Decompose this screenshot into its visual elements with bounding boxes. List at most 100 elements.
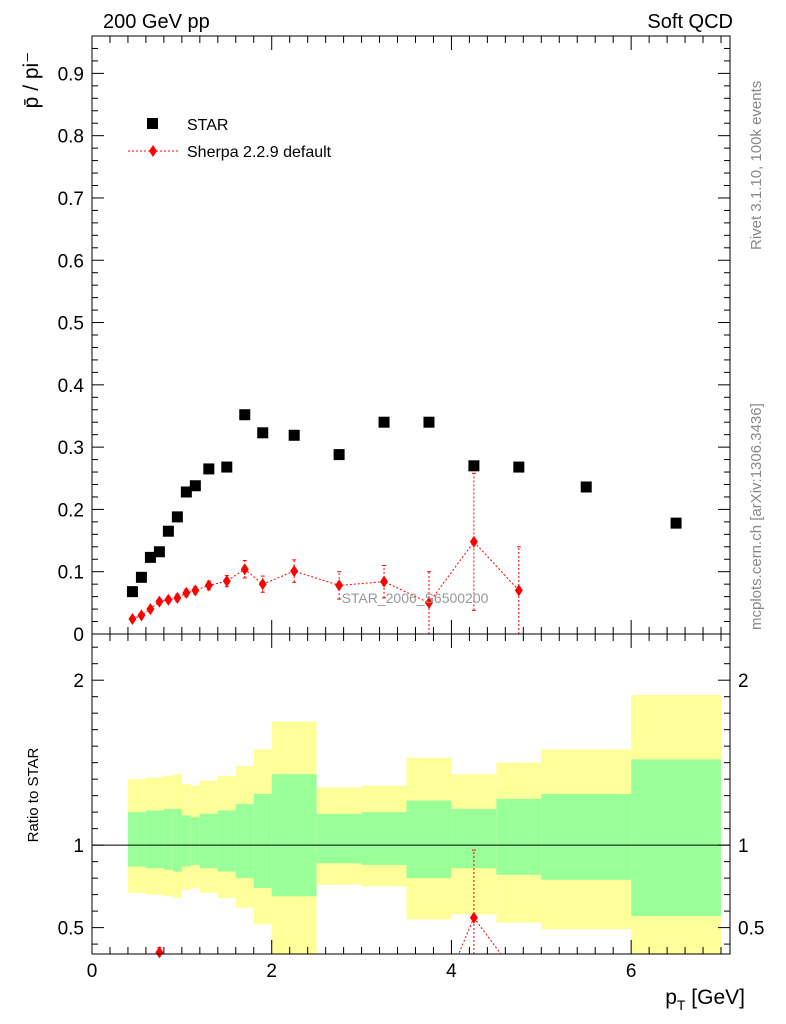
watermark: STAR_2006_S6500200 — [342, 590, 489, 606]
sherpa-point — [380, 575, 389, 588]
star-point — [135, 571, 147, 583]
ratio-ytick-label-right: 2 — [738, 671, 749, 692]
ratio-ytick-label: 2 — [73, 671, 84, 692]
ratio-xtick-label: 0 — [87, 961, 98, 982]
ratio-ytick-label-right: 0.5 — [738, 919, 764, 940]
sherpa-point — [173, 591, 182, 604]
star-point — [180, 486, 192, 498]
sherpa-point — [164, 593, 173, 606]
ratio-y-axis-label: Ratio to STAR — [25, 747, 42, 842]
main-ytick-label: 0.9 — [58, 64, 84, 85]
sherpa-point — [128, 613, 137, 626]
legend-star-label: STAR — [187, 117, 228, 134]
main-y-axis-label: p̄ / pi⁻ — [20, 52, 43, 109]
x-axis-label: pT [GeV] — [665, 986, 745, 1013]
mcplots-label: mcplots.cern.ch [arXiv:1306.3436] — [748, 403, 765, 630]
main-ytick-label: 0 — [73, 625, 84, 646]
ratio-band-green — [163, 808, 173, 870]
ratio-band-green — [127, 812, 137, 867]
main-data-points — [126, 409, 682, 634]
ratio-band-green — [154, 810, 164, 869]
ratio-xtick-label: 2 — [266, 961, 277, 982]
sherpa-point — [240, 563, 249, 576]
main-ytick-label: 0.2 — [58, 500, 84, 521]
star-point — [171, 511, 183, 523]
main-ytick-label: 0.7 — [58, 189, 84, 210]
ratio-axis-ticks: 0.5 0.5 1 1 2 2 0 2 4 6 — [58, 634, 764, 982]
ratio-band-green — [496, 798, 542, 875]
ratio-band-green — [631, 759, 722, 917]
ratio-band-green — [181, 815, 191, 867]
ratio-ytick-label-right: 1 — [738, 836, 749, 857]
ratio-point — [155, 946, 164, 959]
sherpa-point — [335, 579, 344, 592]
ratio-band-green — [316, 813, 362, 864]
sherpa-point — [137, 609, 146, 622]
star-point — [203, 463, 215, 475]
ratio-band-green — [217, 810, 236, 872]
star-point — [144, 551, 156, 563]
ratio-uncertainty-bands — [127, 695, 722, 954]
sherpa-point — [191, 584, 200, 597]
sherpa-point — [204, 579, 213, 592]
main-axis-ticks: 0 0.1 0.2 0.3 0.4 0.5 0.6 0.7 0.8 0.9 — [58, 36, 730, 646]
ratio-band-green — [253, 794, 272, 889]
star-point — [257, 427, 269, 439]
ratio-band-green — [136, 812, 146, 867]
ratio-plot-frame — [91, 633, 731, 955]
legend-sherpa-label: Sherpa 2.2.9 default — [187, 144, 332, 161]
sherpa-point — [258, 578, 267, 591]
main-ytick-label: 0.5 — [58, 314, 84, 335]
ratio-data-points — [155, 849, 502, 959]
star-point — [189, 480, 201, 492]
ratio-xtick-label: 4 — [446, 961, 457, 982]
ratio-band-green — [271, 774, 317, 897]
main-plot: STAR_2006_S6500200 0 0.1 0.2 0.3 0.4 0.5 0.6 0.… — [20, 35, 731, 646]
star-point — [126, 586, 138, 598]
ratio-line-left — [458, 917, 475, 955]
ratio-point — [469, 911, 478, 924]
star-point — [153, 546, 165, 558]
sherpa-point — [514, 584, 523, 597]
rivet-label: Rivet 3.1.10, 100k events — [748, 81, 765, 250]
star-point — [670, 517, 682, 529]
ratio-band-green — [235, 803, 254, 879]
sherpa-point — [424, 596, 433, 609]
star-point — [580, 481, 592, 493]
star-point — [378, 416, 390, 428]
star-point — [513, 461, 525, 473]
star-point — [288, 429, 300, 441]
legend-sherpa-marker — [149, 145, 157, 157]
ratio-xtick-label: 6 — [626, 961, 637, 982]
legend: STAR Sherpa 2.2.9 default — [128, 117, 332, 161]
ratio-band-green — [172, 808, 182, 872]
header-right-title: Soft QCD — [647, 11, 733, 33]
x-axis-label-p: p — [665, 986, 677, 1009]
main-ytick-label: 0.8 — [58, 127, 84, 148]
sherpa-point — [222, 575, 231, 588]
sherpa-point — [146, 603, 155, 616]
ratio-band-green — [199, 813, 218, 869]
star-point — [333, 449, 345, 461]
ratio-band-green — [406, 800, 452, 879]
star-point — [162, 525, 174, 537]
header-left-title: 200 GeV pp — [103, 11, 210, 33]
sherpa-point — [182, 586, 191, 599]
star-point — [468, 460, 480, 472]
main-ytick-label: 0.1 — [58, 563, 84, 584]
ratio-band-green — [145, 810, 155, 869]
star-point — [239, 409, 251, 421]
main-ytick-label: 0.4 — [58, 376, 85, 397]
ratio-line-right — [473, 917, 502, 955]
main-ytick-label: 0.3 — [58, 438, 84, 459]
ratio-ytick-label: 0.5 — [58, 919, 84, 940]
sherpa-point — [290, 565, 299, 578]
ratio-band-green — [361, 812, 407, 865]
star-point — [221, 461, 233, 473]
x-axis-label-unit: [GeV] — [685, 986, 745, 1009]
x-axis-label-sub: T — [677, 997, 686, 1013]
main-ytick-label: 0.6 — [58, 251, 84, 272]
sherpa-line — [132, 541, 520, 620]
star-point — [423, 416, 435, 428]
legend-star-marker — [147, 118, 158, 129]
